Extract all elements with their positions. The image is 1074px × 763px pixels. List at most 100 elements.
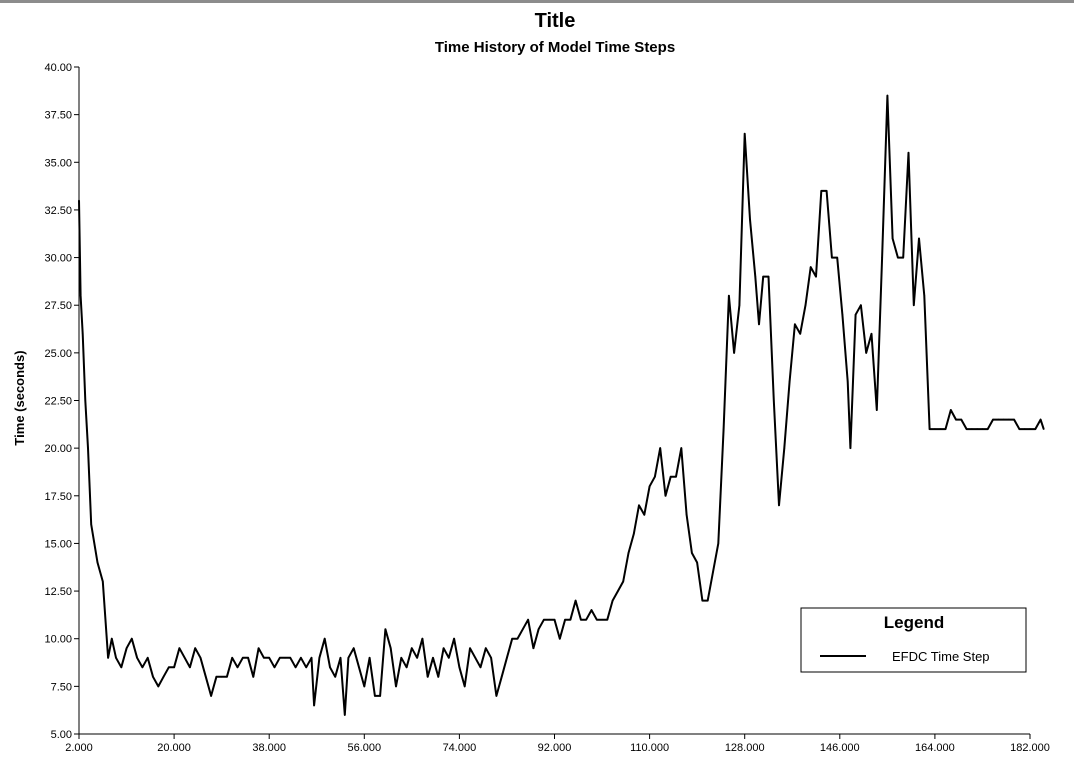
data-point <box>395 685 397 688</box>
data-point <box>339 657 342 659</box>
data-point <box>81 333 84 335</box>
data-point <box>923 294 926 297</box>
data-point <box>210 695 212 697</box>
data-point <box>205 676 207 678</box>
data-point <box>585 618 587 621</box>
data-point <box>1034 428 1037 430</box>
data-point <box>107 657 109 659</box>
data-point <box>860 304 862 307</box>
legend-entry-label: EFDC Time Step <box>892 649 990 664</box>
data-point <box>384 628 387 630</box>
x-tick-label: 74.000 <box>443 742 477 754</box>
x-tick-label: 128.000 <box>725 742 765 754</box>
data-point <box>836 256 838 259</box>
data-point <box>606 618 609 621</box>
data-point <box>601 618 603 621</box>
window-top-border <box>0 0 1074 3</box>
data-point <box>846 380 849 383</box>
y-tick-label: 37.50 <box>44 110 72 122</box>
data-point <box>965 428 968 430</box>
data-point <box>659 447 661 449</box>
data-point <box>841 313 844 316</box>
data-point <box>516 637 519 640</box>
data-point <box>680 447 683 449</box>
data-point <box>289 657 292 659</box>
data-point <box>902 256 904 259</box>
data-point <box>220 676 223 678</box>
data-point <box>706 599 709 602</box>
data-point <box>754 275 757 278</box>
y-tick-label: 20.00 <box>44 443 72 455</box>
data-point <box>743 132 746 135</box>
data-point <box>284 657 286 659</box>
data-point <box>162 676 165 678</box>
data-point <box>804 304 807 307</box>
y-axis-ticks: 5.00 7.50 10.00 12.50 15.00 17.50 20.00 22.50 25… <box>44 62 79 741</box>
data-point <box>226 676 228 678</box>
data-point <box>168 666 170 669</box>
data-point <box>876 409 878 411</box>
data-point <box>527 618 529 621</box>
data-point <box>247 657 249 659</box>
data-point <box>490 657 492 659</box>
data-point <box>685 514 688 516</box>
data-point <box>131 637 133 640</box>
data-point <box>675 475 677 478</box>
data-point <box>762 275 764 278</box>
data-point <box>522 628 524 630</box>
data-point <box>1013 418 1015 421</box>
data-point <box>178 647 181 649</box>
y-tick-label: 12.50 <box>44 586 72 598</box>
x-tick-label: 2.000 <box>65 742 93 754</box>
data-point <box>691 552 693 554</box>
data-point <box>986 428 989 430</box>
data-point <box>728 294 730 297</box>
data-point <box>194 647 196 649</box>
data-point <box>809 266 812 268</box>
data-point <box>897 256 899 259</box>
data-point <box>405 666 408 669</box>
y-tick-label: 30.00 <box>44 253 72 265</box>
data-point <box>495 695 498 697</box>
data-point <box>300 657 302 659</box>
y-tick-label: 5.00 <box>51 729 72 741</box>
data-point <box>257 647 260 649</box>
data-point <box>268 657 271 659</box>
y-tick-label: 7.50 <box>51 681 72 693</box>
data-point <box>794 323 796 326</box>
data-point <box>537 628 540 630</box>
data-point <box>532 647 535 649</box>
data-point <box>79 294 82 297</box>
x-tick-label: 182.000 <box>1010 742 1050 754</box>
data-point <box>437 676 440 678</box>
data-point <box>426 676 429 678</box>
data-point <box>305 666 308 669</box>
data-point <box>738 304 741 307</box>
data-point <box>870 333 873 335</box>
data-point <box>596 618 598 621</box>
data-point <box>939 428 941 430</box>
data-point <box>955 418 957 421</box>
y-tick-label: 22.50 <box>44 396 72 408</box>
data-point <box>950 409 952 411</box>
data-point <box>944 428 947 430</box>
data-point <box>120 666 123 669</box>
data-point <box>115 657 117 659</box>
data-point <box>329 666 331 669</box>
data-point <box>696 561 698 564</box>
data-point <box>701 599 704 602</box>
data-point <box>344 714 346 716</box>
data-point <box>758 323 760 326</box>
data-point <box>654 475 656 478</box>
data-point <box>347 657 350 659</box>
data-point <box>633 533 635 535</box>
data-point <box>136 657 138 659</box>
data-point <box>733 352 735 354</box>
data-point <box>767 275 770 278</box>
data-point <box>173 666 175 669</box>
data-point <box>469 647 471 649</box>
x-tick-label: 110.000 <box>630 742 669 754</box>
data-point <box>543 618 545 621</box>
y-tick-label: 27.50 <box>44 300 72 312</box>
